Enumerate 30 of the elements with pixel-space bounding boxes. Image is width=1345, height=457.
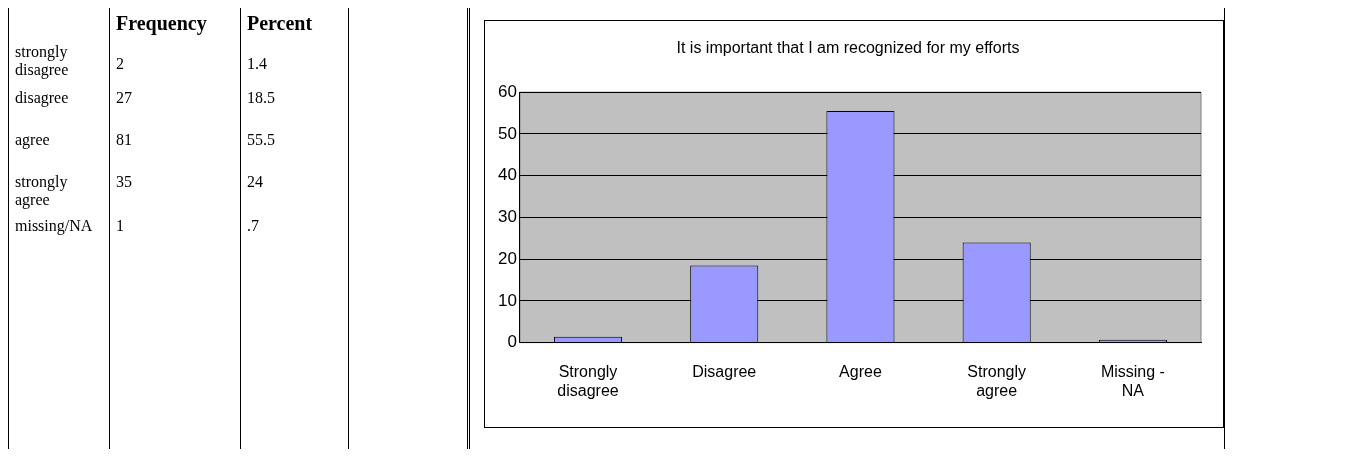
data-label: 1 bbox=[109, 213, 241, 255]
text: Frequency bbox=[109, 8, 241, 39]
y-tick-label: 40 bbox=[497, 165, 517, 185]
category-label: agree bbox=[9, 127, 110, 169]
data-label: 27 bbox=[109, 85, 241, 127]
data-label: 55.5 bbox=[240, 127, 349, 169]
x-tick-label: Strongly agree bbox=[967, 362, 1027, 399]
y-tick-label: 50 bbox=[497, 123, 517, 143]
y-tick-label: 20 bbox=[497, 248, 517, 268]
data-label: 24 bbox=[240, 169, 349, 213]
category-label: missing/NA bbox=[9, 213, 110, 255]
text: Percent bbox=[240, 8, 349, 39]
y-tick-label: 30 bbox=[497, 207, 517, 227]
data-label: 1.4 bbox=[240, 39, 349, 85]
category-label: strongly agree bbox=[9, 169, 110, 213]
x-tick-label: Strongly disagree bbox=[557, 362, 619, 399]
category-label: strongly disagree bbox=[9, 39, 110, 85]
data-label: 81 bbox=[109, 127, 241, 169]
x-tick-label: Missing - NA bbox=[1100, 362, 1165, 399]
x-tick-label: Agree bbox=[839, 362, 882, 380]
y-tick-label: 0 bbox=[507, 332, 517, 352]
y-tick-label: 10 bbox=[497, 290, 517, 310]
x-tick-label: Disagree bbox=[692, 362, 757, 380]
category-label: disagree bbox=[9, 85, 110, 127]
data-label: 35 bbox=[109, 169, 241, 213]
chart-title: It is important that I am recognized for my efforts bbox=[676, 39, 1020, 57]
data-label: 2 bbox=[109, 39, 241, 85]
data-label: 18.5 bbox=[240, 85, 349, 127]
y-tick-label: 60 bbox=[497, 81, 517, 101]
data-label: .7 bbox=[240, 213, 349, 255]
